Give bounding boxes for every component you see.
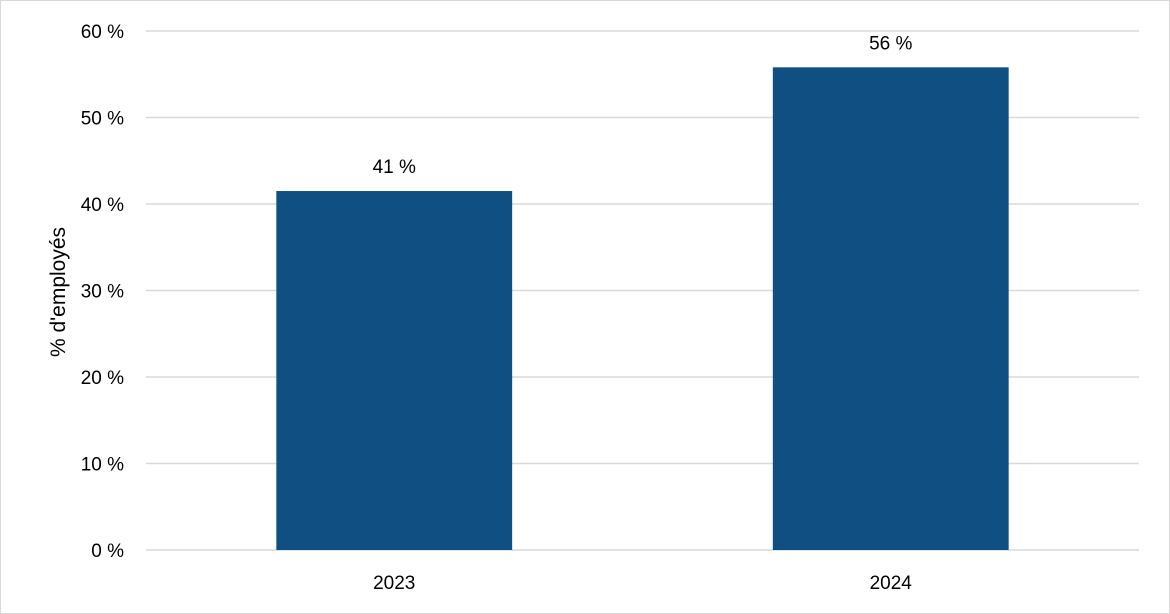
x-axis-ticks: 2023 2024 — [373, 573, 912, 594]
y-tick-label: 40 % — [81, 195, 124, 216]
bar-2023 — [276, 191, 513, 550]
data-label-2023: 41 % — [373, 157, 416, 178]
y-tick-label: 60 % — [81, 22, 124, 43]
y-tick-label: 20 % — [81, 368, 124, 389]
x-tick-label: 2023 — [373, 573, 415, 594]
data-labels: 41 % 56 % — [373, 33, 913, 178]
y-tick-label: 30 % — [81, 282, 124, 303]
y-tick-label: 10 % — [81, 455, 124, 476]
data-label-2024: 56 % — [869, 33, 912, 54]
bars — [276, 67, 1009, 550]
y-tick-label: 50 % — [81, 109, 124, 130]
y-axis-title: % d'employés — [47, 227, 70, 357]
bar-2024 — [772, 67, 1009, 550]
x-tick-label: 2024 — [870, 573, 913, 594]
y-axis-ticks: 0 % 10 % 20 % 30 % 40 % 50 % 60 % — [81, 22, 124, 562]
y-tick-label: 0 % — [91, 541, 124, 562]
